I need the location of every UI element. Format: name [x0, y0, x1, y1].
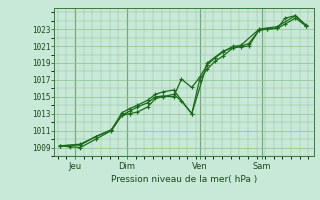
X-axis label: Pression niveau de la mer( hPa ): Pression niveau de la mer( hPa ) [111, 175, 257, 184]
